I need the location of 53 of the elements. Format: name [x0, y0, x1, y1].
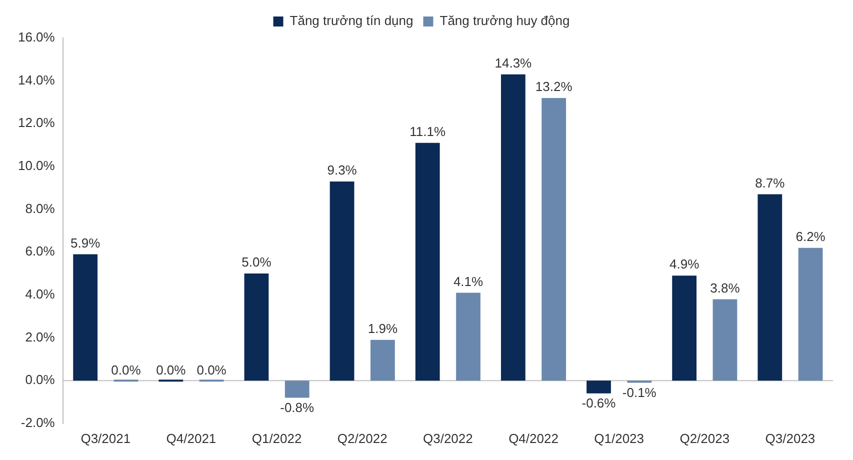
y-tick-label: 4.0%: [25, 286, 56, 302]
bar: [284, 380, 310, 398]
data-label: 0.0%: [196, 362, 227, 378]
data-label: 0.0%: [156, 362, 186, 378]
bar: [500, 74, 526, 381]
data-label: 13.2%: [535, 79, 573, 94]
x-tick-label: Q4/2022: [508, 430, 558, 446]
bar: [415, 142, 440, 381]
data-label: 5.9%: [70, 235, 101, 250]
data-label: -0.1%: [622, 384, 657, 400]
y-tick-label: 14.0%: [18, 72, 56, 88]
y-tick-label: 6.0%: [25, 244, 56, 259]
bar: [586, 380, 611, 394]
bar: [73, 254, 98, 381]
bar: [798, 248, 823, 381]
x-tick-label: Q1/2023: [594, 430, 644, 446]
data-label: 14.3%: [494, 55, 532, 70]
data-label: 4.9%: [670, 256, 700, 272]
data-label: 3.8%: [710, 280, 740, 296]
bar: [370, 340, 395, 381]
x-tick-label: Q4/2021: [166, 430, 216, 446]
bar: [672, 276, 697, 381]
data-label: 0.0%: [111, 362, 142, 378]
x-tick-label: Q3/2022: [422, 430, 473, 446]
data-label: 6.2%: [796, 228, 826, 244]
y-tick-label: 8.0%: [25, 200, 56, 216]
y-tick-label: 2.0%: [25, 329, 56, 344]
x-tick-label: Q3/2023: [765, 430, 816, 446]
x-tick-label: Q3/2021: [80, 430, 131, 446]
data-label: 4.1%: [453, 274, 484, 289]
y-tick-label: 0.0%: [25, 372, 56, 388]
bar: [542, 98, 566, 381]
x-tick-label: Q2/2023: [680, 430, 730, 446]
data-label: 11.1%: [410, 124, 446, 139]
bar: [456, 292, 480, 381]
data-label: 5.0%: [242, 254, 272, 270]
data-label: 8.7%: [755, 175, 786, 190]
bar: [712, 299, 738, 381]
bar: [758, 194, 782, 381]
legend-label: Tăng trưởng huy động: [440, 13, 570, 28]
y-tick-label: 10.0%: [18, 158, 56, 174]
data-label: 1.9%: [368, 320, 398, 336]
data-label: 9.3%: [327, 162, 358, 178]
y-tick-label: 16.0%: [18, 30, 56, 45]
bar: [244, 274, 269, 381]
bar: [330, 181, 354, 381]
x-tick-label: Q2/2022: [337, 430, 388, 446]
y-tick-label: 12.0%: [18, 115, 56, 130]
data-label: -0.6%: [582, 396, 616, 411]
x-tick-label: Q1/2022: [252, 430, 302, 446]
y-tick-label: -2.0%: [20, 414, 56, 430]
data-label: -0.8%: [280, 400, 315, 415]
legend-label: Tăng trưởng tín dụng: [290, 13, 414, 28]
